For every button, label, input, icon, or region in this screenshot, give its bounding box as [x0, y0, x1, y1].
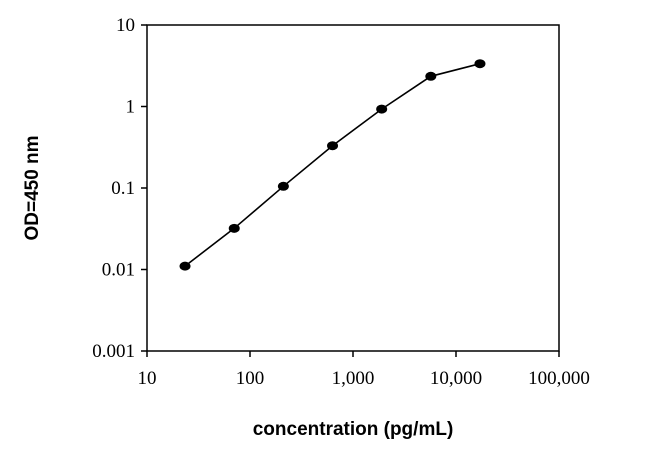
data-point — [327, 141, 339, 151]
y-tick-label: 1 — [126, 97, 136, 118]
x-tick-label: 100 — [236, 368, 265, 389]
data-point — [376, 104, 388, 114]
series-line — [184, 62, 481, 267]
data-point — [425, 71, 437, 81]
data-point — [474, 59, 486, 69]
plot-area — [146, 24, 560, 352]
y-tick-label: 0.1 — [111, 178, 135, 199]
x-axis-ticks: 10 100 1,000 10,000 100,000 — [138, 351, 590, 389]
data-point — [179, 261, 191, 271]
series-layer — [179, 59, 486, 271]
data-point — [277, 181, 289, 191]
y-tick-label: 0.01 — [102, 260, 135, 281]
x-tick-label: 10,000 — [430, 368, 482, 389]
x-axis-title: concentration (pg/mL) — [253, 419, 454, 440]
y-axis-ticks: 0.001 0.01 0.1 1 10 — [92, 15, 147, 362]
x-tick-label: 10 — [138, 368, 157, 389]
y-axis-title: OD=450 nm — [22, 135, 43, 240]
y-tick-label: 0.001 — [92, 341, 135, 362]
data-point — [228, 223, 240, 233]
y-tick-label: 10 — [116, 15, 135, 36]
x-tick-label: 100,000 — [528, 368, 590, 389]
x-tick-label: 1,000 — [332, 368, 375, 389]
